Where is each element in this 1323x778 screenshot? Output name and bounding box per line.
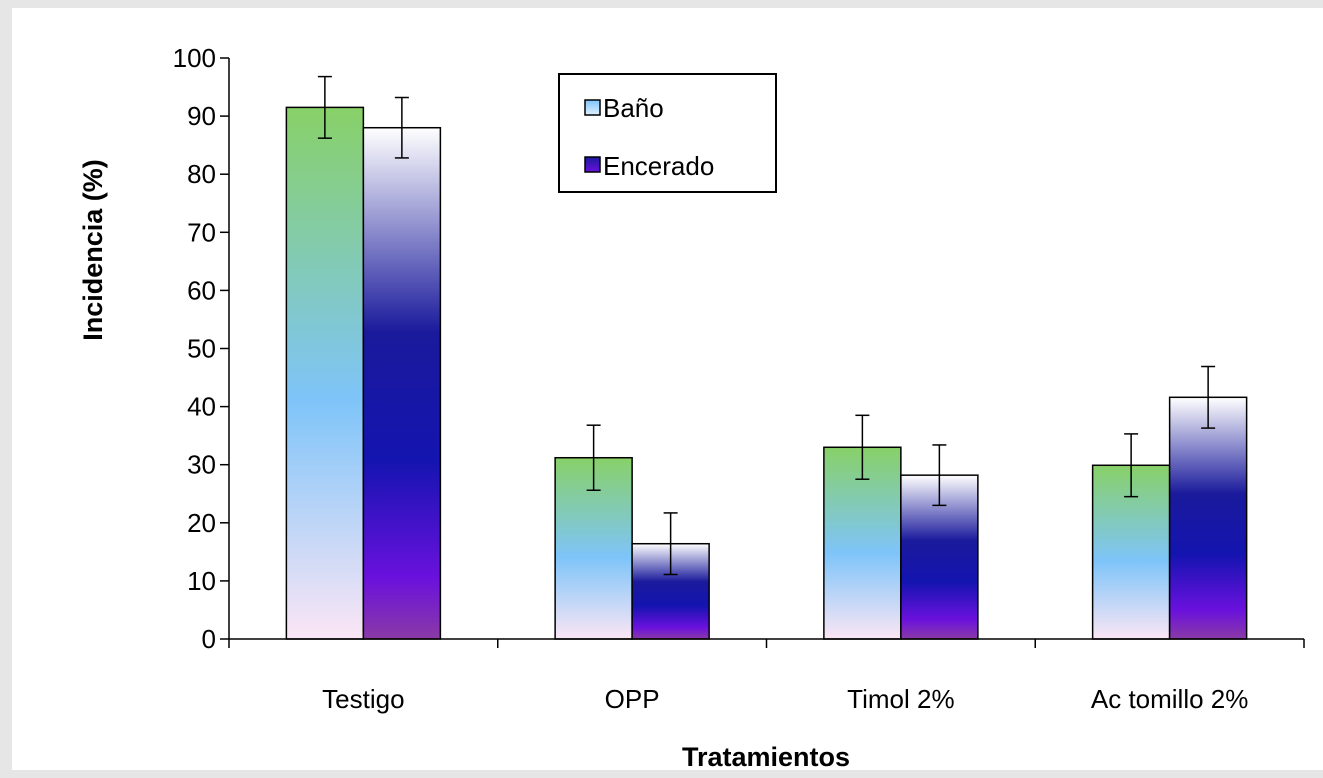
y-axis-title: Incidencia (%) bbox=[78, 159, 108, 341]
legend-swatch-bano bbox=[584, 99, 601, 116]
x-tick-label: Testigo bbox=[322, 684, 404, 714]
y-tick-label: 10 bbox=[187, 566, 216, 596]
y-tick-label: 20 bbox=[187, 508, 216, 538]
bar-bano bbox=[285, 106, 365, 640]
legend-label-bano: Baño bbox=[603, 93, 664, 123]
bar-chart: Incidencia (%) Tratamientos 0 10 20 30 40 50 6… bbox=[78, 43, 1305, 772]
y-tick-label: 70 bbox=[187, 217, 216, 247]
legend-swatch-encerado bbox=[584, 156, 601, 173]
y-tick-label: 80 bbox=[187, 159, 216, 189]
y-tick-label: 30 bbox=[187, 450, 216, 480]
legend-label-encerado: Encerado bbox=[603, 151, 714, 181]
x-tick-label: Ac tomillo 2% bbox=[1091, 684, 1249, 714]
x-tick-label: Timol 2% bbox=[847, 684, 954, 714]
y-tick-label: 50 bbox=[187, 334, 216, 364]
bar-encerado bbox=[362, 126, 442, 640]
y-tick-label: 100 bbox=[173, 43, 216, 73]
y-tick-label: 40 bbox=[187, 392, 216, 422]
x-axis-title: Tratamientos bbox=[682, 742, 850, 772]
y-tick-label: 90 bbox=[187, 101, 216, 131]
x-tick-label: OPP bbox=[605, 684, 660, 714]
y-tick-label: 60 bbox=[187, 275, 216, 305]
bar-encerado bbox=[1168, 396, 1248, 640]
legend: Baño Encerado bbox=[558, 73, 777, 193]
chart-frame: Incidencia (%) Tratamientos 0 10 20 30 40 50 6… bbox=[12, 8, 1323, 772]
y-tick-label: 0 bbox=[202, 624, 216, 654]
